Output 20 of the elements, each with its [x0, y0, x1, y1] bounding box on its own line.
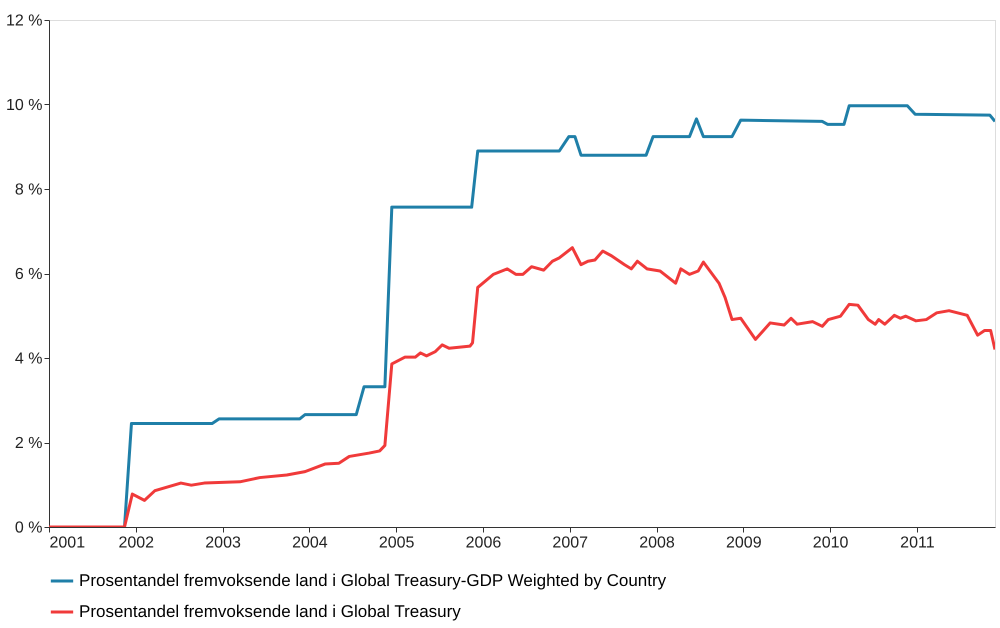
x-tick-label: 2009	[726, 534, 762, 552]
x-tick-label: 2001	[50, 534, 86, 552]
y-tick-label: 4 %	[14, 350, 42, 368]
y-tick-label: 12 %	[6, 12, 42, 30]
x-tick-label: 2002	[118, 534, 154, 552]
y-tick-label: 8 %	[14, 182, 42, 198]
y-tick-label: 10 %	[6, 97, 42, 114]
x-tick-label: 2010	[812, 534, 848, 552]
y-tick-label: 6 %	[14, 266, 42, 283]
legend-label: Prosentandel fremvoksende land i Global Treasury	[79, 602, 462, 621]
x-tick-label: 2004	[292, 534, 328, 552]
y-tick-label: 0 %	[14, 520, 42, 536]
x-tick-label: 2007	[552, 534, 588, 552]
x-tick-label: 2003	[205, 534, 241, 552]
x-tick-label: 2011	[900, 534, 935, 552]
x-tick-label: 2008	[639, 534, 675, 552]
y-tick-label: 2 %	[14, 435, 42, 452]
x-tick-label: 2006	[466, 534, 502, 552]
x-tick-label: 2005	[378, 534, 415, 552]
legend-label: Prosentandel fremvoksende land i Global Treasury-GDP Weighted by Country	[79, 571, 667, 590]
